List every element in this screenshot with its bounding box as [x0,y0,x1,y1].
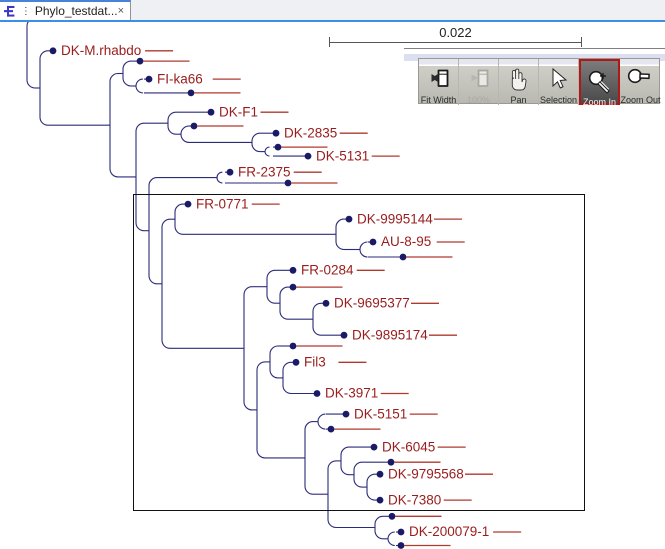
svg-text:DK-F1: DK-F1 [219,104,258,119]
svg-text:FI-ka66: FI-ka66 [157,71,203,86]
svg-text:DK-200079-1: DK-200079-1 [409,524,489,539]
svg-text:DK-2835: DK-2835 [284,125,337,140]
svg-text:DK-M.rhabdo: DK-M.rhabdo [61,43,141,58]
svg-text:FR-2375: FR-2375 [238,164,291,179]
svg-text:DK-5131: DK-5131 [316,148,369,163]
